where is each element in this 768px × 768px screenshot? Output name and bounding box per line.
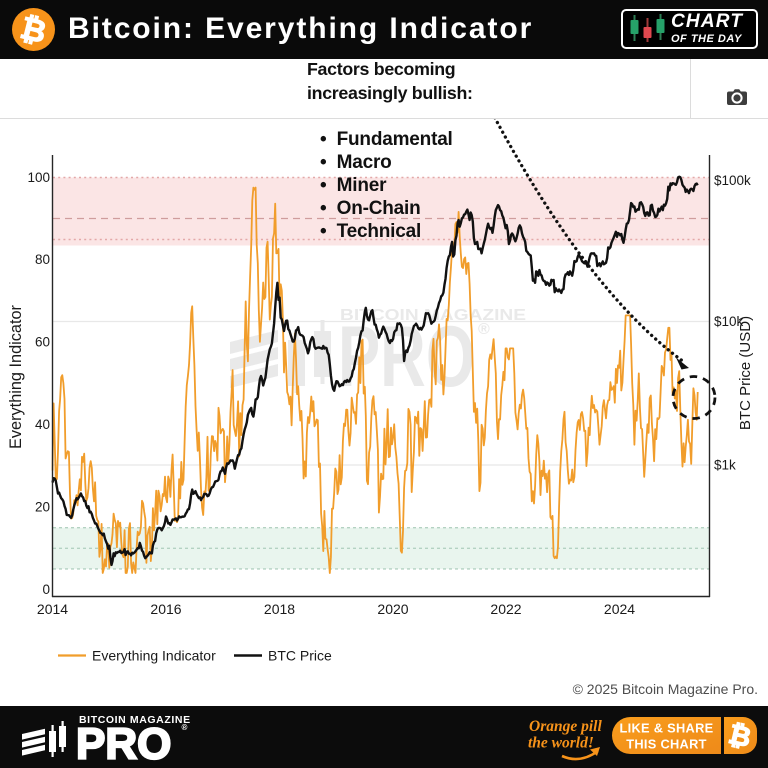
svg-text:$100k: $100k xyxy=(714,173,751,188)
svg-text:20: 20 xyxy=(35,500,50,515)
svg-text:Everything Indicator: Everything Indicator xyxy=(92,648,216,664)
svg-text:$1k: $1k xyxy=(714,458,736,473)
svg-text:0: 0 xyxy=(42,582,50,597)
svg-text:100: 100 xyxy=(27,170,50,185)
svg-text:®: ® xyxy=(478,321,490,338)
svg-text:PRO: PRO xyxy=(76,720,171,768)
svg-text:2016: 2016 xyxy=(150,601,181,617)
svg-text:®: ® xyxy=(182,723,188,732)
svg-text:$10k: $10k xyxy=(714,314,744,329)
svg-text:THIS CHART: THIS CHART xyxy=(626,737,707,752)
svg-text:80: 80 xyxy=(35,252,50,267)
svg-text:Everything Indicator: Everything Indicator xyxy=(7,304,25,448)
svg-text:BITCOIN MAGAZINE: BITCOIN MAGAZINE xyxy=(79,714,191,726)
svg-text:BTC Price (USD): BTC Price (USD) xyxy=(737,316,754,430)
svg-text:2024: 2024 xyxy=(604,601,635,617)
svg-text:BITCOIN MAGAZINE: BITCOIN MAGAZINE xyxy=(340,307,526,324)
svg-text:Orange pill: Orange pill xyxy=(529,718,602,735)
svg-text:40: 40 xyxy=(35,417,50,432)
svg-text:2018: 2018 xyxy=(264,601,295,617)
svg-text:BTC Price: BTC Price xyxy=(268,648,332,664)
svg-text:60: 60 xyxy=(35,335,50,350)
svg-text:LIKE & SHARE: LIKE & SHARE xyxy=(620,721,714,736)
svg-text:2022: 2022 xyxy=(490,601,521,617)
svg-text:2014: 2014 xyxy=(37,601,68,617)
svg-text:the world!: the world! xyxy=(528,735,594,752)
svg-text:2020: 2020 xyxy=(377,601,408,617)
